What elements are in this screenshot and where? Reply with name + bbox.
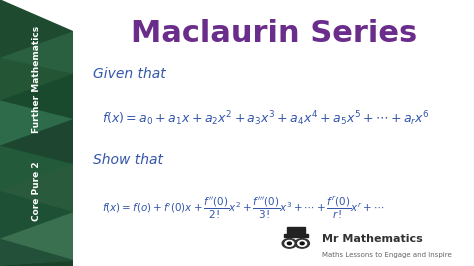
Text: Core Pure 2: Core Pure 2 xyxy=(32,162,41,221)
Polygon shape xyxy=(0,165,73,213)
Text: Maths Lessons to Engage and Inspire: Maths Lessons to Engage and Inspire xyxy=(322,252,452,258)
Polygon shape xyxy=(0,0,73,59)
Circle shape xyxy=(282,239,297,248)
Polygon shape xyxy=(0,32,73,74)
Bar xyxy=(284,234,308,237)
Polygon shape xyxy=(0,101,73,146)
Polygon shape xyxy=(0,239,73,266)
Polygon shape xyxy=(0,261,73,266)
Circle shape xyxy=(287,242,292,245)
Text: Given that: Given that xyxy=(93,68,166,81)
Bar xyxy=(287,227,305,235)
Polygon shape xyxy=(0,59,73,101)
Text: Show that: Show that xyxy=(93,153,164,167)
Polygon shape xyxy=(0,74,73,120)
Polygon shape xyxy=(0,146,73,192)
Text: Mr Mathematics: Mr Mathematics xyxy=(322,234,422,244)
Polygon shape xyxy=(0,192,73,239)
Polygon shape xyxy=(0,120,73,165)
Circle shape xyxy=(295,239,310,248)
Circle shape xyxy=(298,240,307,246)
Text: $f(x) = a_0 + a_1x + a_2x^2 + a_3x^3 + a_4x^4 + a_5x^5 + \cdots + a_rx^6$: $f(x) = a_0 + a_1x + a_2x^2 + a_3x^3 + a… xyxy=(101,109,429,128)
Polygon shape xyxy=(0,213,73,261)
Text: Further Mathematics: Further Mathematics xyxy=(32,26,41,133)
Circle shape xyxy=(300,242,304,245)
Circle shape xyxy=(285,240,294,246)
Text: $f(x) = f(o) + f'(0)x + \dfrac{f''(0)}{2!}x^2 + \dfrac{f'''(0)}{3!}x^3 + \cdots : $f(x) = f(o) + f'(0)x + \dfrac{f''(0)}{2… xyxy=(101,194,384,221)
Text: Maclaurin Series: Maclaurin Series xyxy=(131,19,417,48)
